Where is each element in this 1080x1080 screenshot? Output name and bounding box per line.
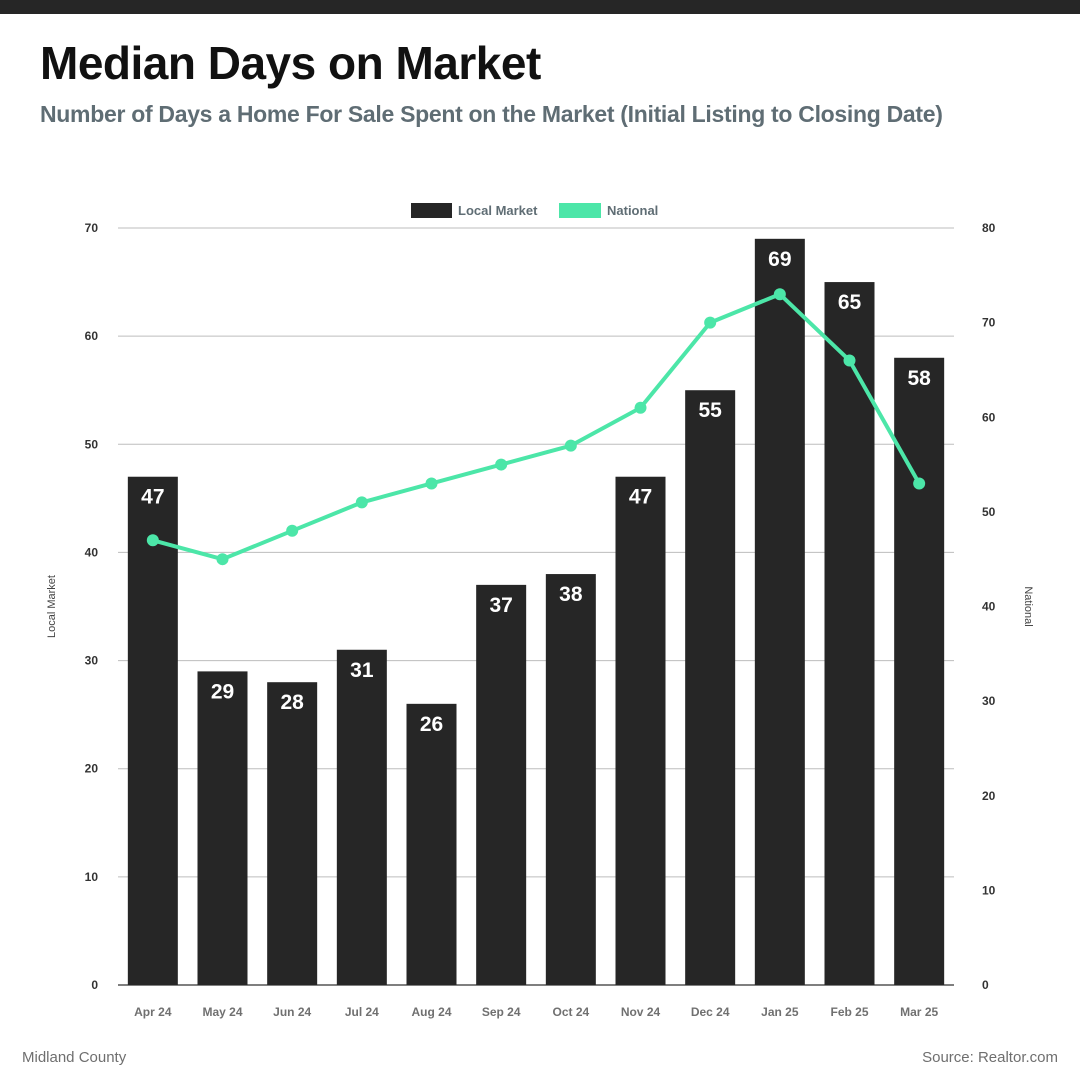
bar-data-label: 26 bbox=[420, 713, 443, 736]
bar-data-label: 58 bbox=[907, 367, 931, 390]
bar-data-label: 31 bbox=[350, 659, 374, 682]
x-tick-label: Oct 24 bbox=[552, 1005, 589, 1019]
line-point bbox=[216, 553, 229, 566]
line-point bbox=[913, 477, 926, 490]
bar bbox=[336, 649, 387, 985]
bar bbox=[476, 584, 527, 985]
y-right-tick-label: 60 bbox=[982, 410, 996, 424]
bar bbox=[127, 476, 178, 985]
y-right-tick-label: 50 bbox=[982, 505, 996, 519]
bar bbox=[615, 476, 666, 985]
x-tick-label: Feb 25 bbox=[830, 1005, 868, 1019]
x-tick-label: Apr 24 bbox=[134, 1005, 172, 1019]
legend-label-local: Local Market bbox=[458, 203, 538, 218]
y-right-tick-label: 0 bbox=[982, 978, 989, 992]
line-point bbox=[773, 288, 786, 301]
y-left-tick-label: 0 bbox=[91, 978, 98, 992]
legend-label-national: National bbox=[607, 203, 658, 218]
line-point bbox=[495, 458, 508, 471]
y-left-tick-label: 20 bbox=[85, 762, 99, 776]
bar bbox=[894, 357, 945, 985]
legend-swatch-national bbox=[559, 203, 601, 218]
x-tick-label: Jul 24 bbox=[345, 1005, 379, 1019]
y-right-tick-label: 40 bbox=[982, 600, 996, 614]
y-right-tick-label: 10 bbox=[982, 883, 996, 897]
bar bbox=[267, 682, 318, 985]
top-bar bbox=[0, 0, 1080, 14]
bar bbox=[754, 238, 805, 986]
x-tick-label: Nov 24 bbox=[621, 1005, 661, 1019]
line-point bbox=[146, 534, 159, 547]
bar bbox=[545, 574, 596, 985]
bar bbox=[685, 390, 736, 985]
bar-data-label: 29 bbox=[211, 680, 234, 703]
bar-data-label: 28 bbox=[280, 691, 304, 714]
bar-data-label: 55 bbox=[698, 399, 722, 422]
bar-data-label: 65 bbox=[838, 291, 862, 314]
line-point bbox=[286, 524, 299, 537]
bar-data-label: 37 bbox=[489, 594, 512, 617]
y-right-axis-label: National bbox=[1022, 586, 1034, 626]
line-point bbox=[355, 496, 368, 509]
bar-data-label: 38 bbox=[559, 583, 583, 606]
x-tick-label: Sep 24 bbox=[482, 1005, 521, 1019]
y-left-tick-label: 60 bbox=[85, 329, 99, 343]
y-left-tick-label: 70 bbox=[85, 221, 99, 235]
y-left-tick-label: 30 bbox=[85, 654, 99, 668]
footer-source: Source: Realtor.com bbox=[922, 1049, 1058, 1066]
y-right-tick-label: 20 bbox=[982, 789, 996, 803]
chart-title: Median Days on Market bbox=[40, 37, 541, 89]
bar bbox=[824, 282, 875, 986]
x-tick-label: Jan 25 bbox=[761, 1005, 799, 1019]
line-point bbox=[634, 401, 647, 414]
line-point bbox=[843, 354, 856, 367]
legend-swatch-local bbox=[411, 203, 452, 218]
x-tick-label: Dec 24 bbox=[691, 1005, 730, 1019]
chart-subtitle: Number of Days a Home For Sale Spent on … bbox=[40, 101, 943, 127]
y-right-tick-label: 80 bbox=[982, 221, 996, 235]
series-line-national bbox=[152, 292, 921, 562]
line-point bbox=[425, 477, 438, 490]
x-tick-label: Mar 25 bbox=[900, 1005, 938, 1019]
bar-data-label: 69 bbox=[768, 248, 791, 271]
y-right-tick-label: 30 bbox=[982, 694, 996, 708]
bar bbox=[197, 671, 248, 985]
y-left-tick-label: 50 bbox=[85, 437, 99, 451]
bar-data-label: 47 bbox=[629, 486, 652, 509]
line-point bbox=[704, 316, 717, 329]
x-tick-label: Jun 24 bbox=[273, 1005, 311, 1019]
x-tick-label: May 24 bbox=[202, 1005, 242, 1019]
line-point bbox=[564, 439, 577, 452]
bar-data-label: 47 bbox=[141, 486, 164, 509]
y-right-tick-label: 70 bbox=[982, 316, 996, 330]
y-left-tick-label: 10 bbox=[85, 870, 99, 884]
bar bbox=[406, 703, 457, 985]
x-tick-label: Aug 24 bbox=[411, 1005, 451, 1019]
footer-region: Midland County bbox=[22, 1049, 127, 1066]
y-left-tick-label: 40 bbox=[85, 545, 99, 559]
y-left-axis-label: Local Market bbox=[46, 575, 58, 638]
